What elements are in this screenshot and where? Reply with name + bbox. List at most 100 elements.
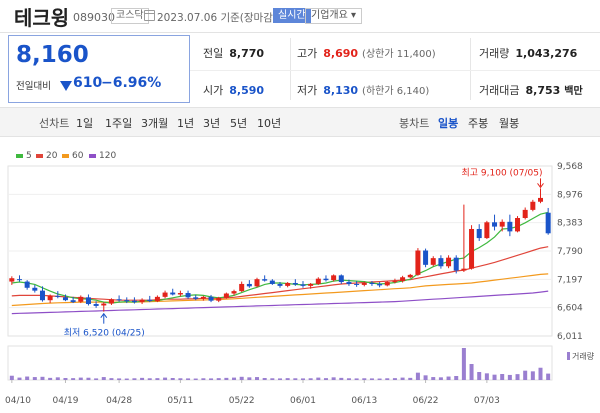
candle-body [185, 293, 191, 298]
candle-body [246, 283, 252, 287]
ma-line-ma60 [11, 273, 549, 307]
prev-close-value: 8,770 [229, 47, 265, 60]
candle-body [285, 282, 291, 286]
volume-bar [423, 375, 428, 380]
stock-name[interactable]: 테크윙 [14, 6, 70, 30]
volume-bar [454, 376, 459, 380]
legend-ma60: 60 [62, 151, 83, 161]
volume-bar [415, 372, 420, 380]
candle-body [239, 283, 245, 292]
candle-body [476, 228, 482, 239]
candle-body [177, 293, 183, 295]
tab-weekly[interactable]: 주봉 [468, 117, 489, 130]
prev-close: 전일 8,770 [203, 45, 264, 61]
candle-body [55, 295, 61, 297]
volume-bar [178, 378, 183, 380]
volume-bar [124, 378, 129, 380]
volume-bar [163, 377, 168, 380]
tab-1d[interactable]: 1일 [76, 117, 94, 130]
volume-bar [469, 364, 474, 380]
amount-value: 8,753 [525, 84, 561, 97]
legend-ma120: 120 [89, 151, 116, 161]
lower-limit: (하한가 6,140) [362, 86, 430, 97]
tab-10y[interactable]: 10년 [257, 117, 282, 130]
candle-body [116, 299, 122, 301]
date-basis: 기준(장마감) [220, 12, 277, 24]
volume-legend-label: 거래량 [572, 351, 595, 361]
volume-bar [461, 348, 466, 380]
candle-body [62, 297, 68, 301]
tab-3m[interactable]: 3개월 [141, 117, 169, 130]
volume-bar [216, 378, 221, 380]
candle-body [438, 258, 444, 267]
down-triangle-icon [60, 81, 72, 91]
x-tick-label: 04/28 [106, 396, 132, 406]
candle-body [9, 278, 15, 282]
y-tick-label: 7,790 [557, 247, 583, 257]
tab-5y[interactable]: 5년 [230, 117, 248, 130]
stock-chart[interactable]: 9,568 8,976 8,383 7,790 7,197 6,604 6,011 거래량 04… [0, 158, 600, 413]
candle-body [522, 209, 528, 218]
price-box: 8,160 전일대비 610 −6.96% [8, 35, 190, 103]
candle-chart-label: 봉차트 [399, 117, 430, 130]
max-annotation: 최고 9,100 (07/05) [461, 167, 542, 178]
candle-body [231, 291, 237, 294]
quote-date: 2023.07.06 기준(장마감) [157, 10, 277, 25]
ma-line-ma20 [11, 246, 549, 301]
volume-bar [40, 376, 45, 380]
volume-bar [224, 377, 229, 380]
divider [470, 38, 471, 100]
legend-label: 60 [72, 151, 84, 161]
volume-bar [323, 378, 328, 380]
tab-monthly[interactable]: 월봉 [499, 117, 520, 130]
candle-body [269, 280, 275, 284]
candle-body [308, 283, 314, 286]
volume-bar [78, 377, 83, 380]
volume-bar [209, 378, 214, 380]
candle-body [193, 297, 199, 299]
candle-body [78, 296, 84, 302]
legend-swatch [16, 153, 23, 158]
trade-amount: 거래대금 8,753 백만 [479, 82, 583, 98]
change-amount: 610 [73, 75, 103, 91]
candle-body [254, 279, 260, 287]
realtime-button[interactable]: 실시간 [273, 8, 311, 23]
candle-body [469, 228, 475, 269]
candle-body [545, 212, 551, 234]
volume-bar [408, 377, 413, 380]
candle-body [492, 222, 498, 227]
company-overview-button[interactable]: 기업개요 ▾ [305, 8, 362, 24]
min-annotation: 최저 6,520 (04/25) [64, 328, 145, 339]
candle-body [85, 297, 91, 305]
candle-body [484, 222, 490, 239]
tab-daily[interactable]: 일봉 [438, 117, 459, 130]
volume-value: 1,043,276 [515, 47, 578, 60]
candle-body [377, 283, 383, 286]
min-arrow-head [100, 312, 108, 318]
date-value: 2023.07.06 [157, 12, 218, 24]
candle-body [461, 268, 467, 271]
volume-bar [316, 377, 321, 380]
tab-3y[interactable]: 3년 [203, 117, 221, 130]
tab-1y[interactable]: 1년 [177, 117, 195, 130]
candle-body [369, 282, 375, 284]
candle-body [162, 292, 168, 297]
candle-body [292, 282, 298, 285]
candle-body [208, 296, 214, 301]
volume-bar [270, 378, 275, 380]
calendar-icon [144, 10, 155, 21]
max-arrow-head [537, 183, 544, 189]
candle-body [300, 284, 306, 286]
volume-bar [538, 367, 543, 380]
open-price: 시가 8,590 [203, 82, 264, 98]
volume-bar [546, 373, 551, 380]
volume-bar [86, 377, 91, 380]
candle-body [507, 221, 513, 232]
legend-ma5: 5 [16, 151, 32, 161]
stock-code: 089030 [73, 11, 115, 24]
candle-body [430, 258, 436, 265]
x-tick-label: 07/03 [474, 396, 500, 406]
current-price: 8,160 [16, 42, 89, 68]
tab-1w[interactable]: 1주일 [105, 117, 133, 130]
volume-bar [140, 377, 145, 380]
